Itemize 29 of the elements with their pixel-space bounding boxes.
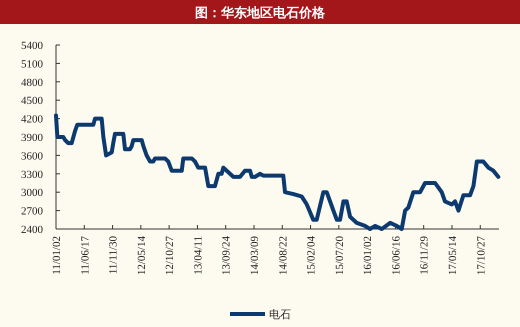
x-tick-label: 14/03/09 — [248, 236, 261, 276]
y-tick-label: 4800 — [21, 76, 44, 89]
x-tick-label: 14/08/22 — [277, 236, 290, 276]
y-tick-label: 2700 — [21, 206, 44, 218]
legend-label: 电石 — [269, 308, 291, 321]
x-tick-label: 13/04/11 — [192, 236, 204, 275]
y-tick-label: 4500 — [21, 95, 44, 108]
x-tick-label: 13/09/24 — [220, 236, 233, 276]
y-tick-label: 5100 — [21, 58, 44, 70]
x-tick-label: 16/11/29 — [418, 236, 431, 275]
x-tick-label: 15/07/20 — [334, 236, 346, 276]
x-tick-label: 15/02/04 — [306, 236, 318, 276]
x-tick-label: 12/10/27 — [164, 236, 176, 276]
x-tick-label: 16/01/02 — [362, 236, 374, 276]
chart-title: 图：华东地区电石价格 — [195, 5, 326, 21]
x-tick-label: 17/10/27 — [475, 236, 488, 276]
y-tick-label: 3600 — [21, 150, 44, 162]
x-tick-label: 11/06/17 — [79, 236, 92, 275]
y-tick-label: 3000 — [21, 187, 44, 200]
y-tick-label: 3900 — [21, 132, 44, 144]
y-tick-label: 5400 — [21, 40, 44, 52]
y-tick-label: 2400 — [21, 224, 44, 236]
x-tick-label: 11/01/02 — [51, 236, 63, 275]
x-tick-label: 11/11/30 — [108, 236, 120, 274]
y-tick-label: 3300 — [21, 168, 44, 181]
x-tick-label: 17/05/14 — [446, 236, 459, 276]
y-tick-label: 4200 — [21, 114, 44, 126]
x-tick-label: 16/06/16 — [390, 236, 402, 276]
x-tick-label: 12/05/14 — [136, 236, 148, 276]
